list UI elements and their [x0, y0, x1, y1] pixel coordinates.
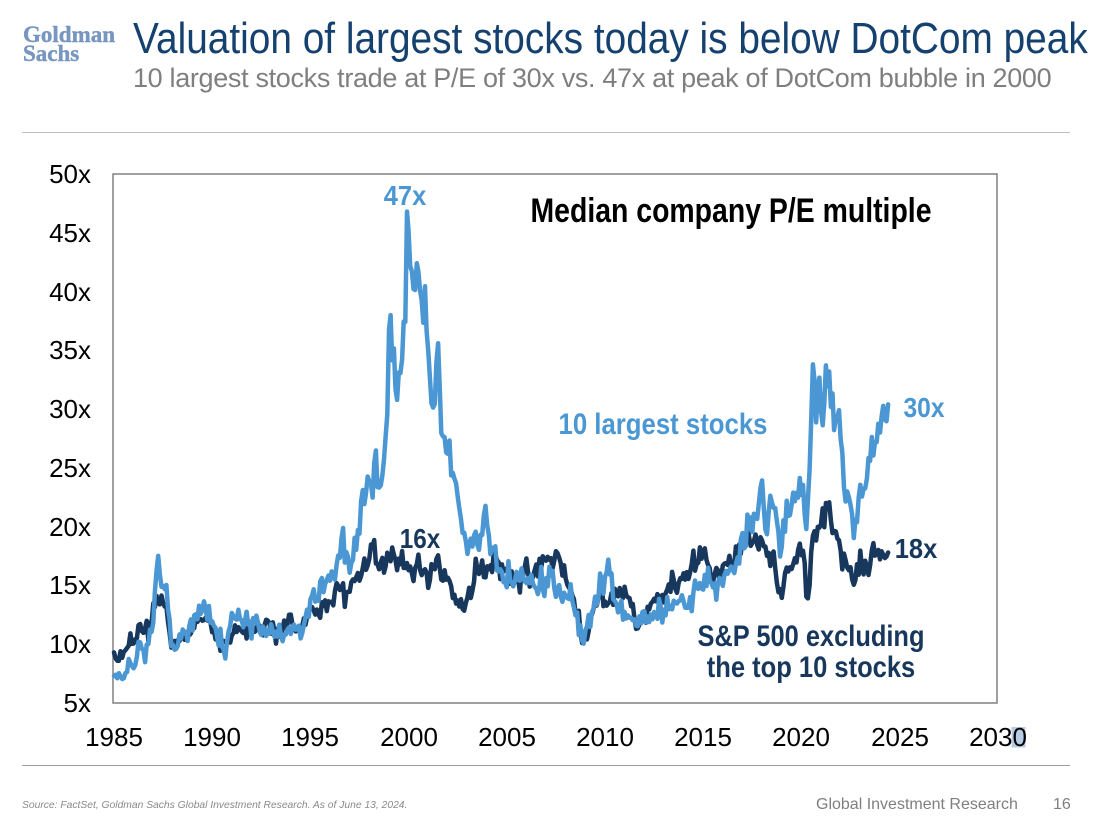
svg-text:5x: 5x	[64, 688, 91, 718]
svg-text:S&P 500 excluding: S&P 500 excluding	[698, 620, 925, 653]
svg-text:30x: 30x	[49, 394, 91, 424]
svg-text:Median company P/E multiple: Median company P/E multiple	[531, 192, 932, 230]
svg-text:1985: 1985	[85, 722, 143, 752]
svg-text:45x: 45x	[49, 218, 91, 248]
svg-text:2030: 2030	[969, 722, 1027, 752]
svg-text:10 largest stocks: 10 largest stocks	[559, 408, 768, 441]
svg-text:40x: 40x	[49, 277, 91, 307]
svg-text:25x: 25x	[49, 453, 91, 483]
svg-text:16x: 16x	[400, 523, 441, 554]
svg-text:50x: 50x	[49, 159, 91, 189]
svg-text:2015: 2015	[674, 722, 732, 752]
svg-text:the top 10 stocks: the top 10 stocks	[707, 651, 916, 684]
svg-text:1995: 1995	[281, 722, 339, 752]
svg-text:2010: 2010	[576, 722, 634, 752]
svg-text:30x: 30x	[904, 392, 946, 423]
svg-text:47x: 47x	[384, 180, 427, 211]
svg-text:18x: 18x	[895, 533, 938, 564]
svg-text:15x: 15x	[49, 570, 91, 600]
svg-text:2020: 2020	[772, 722, 830, 752]
svg-text:2025: 2025	[871, 722, 929, 752]
svg-text:35x: 35x	[49, 335, 91, 365]
svg-text:20x: 20x	[49, 512, 91, 542]
svg-text:2005: 2005	[478, 722, 536, 752]
svg-text:10x: 10x	[49, 629, 91, 659]
svg-text:1990: 1990	[183, 722, 241, 752]
svg-text:2000: 2000	[380, 722, 438, 752]
